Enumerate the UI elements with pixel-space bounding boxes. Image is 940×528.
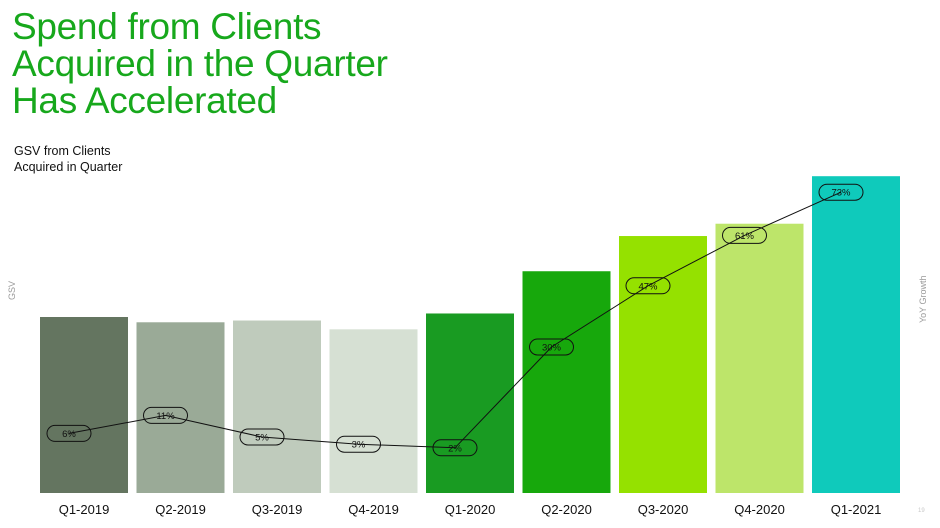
bar-q3-2020	[619, 236, 707, 494]
data-label: 11%	[156, 411, 175, 422]
title-line-2: Acquired in the Quarter	[12, 43, 388, 84]
x-axis-ticks: Q1-2019 Q2-2019 Q3-2019 Q4-2019 Q1-2020 Q2-20…	[59, 502, 882, 517]
bar-q1-2020	[426, 313, 514, 493]
bar-q1-2019	[40, 317, 128, 493]
chart-subtitle: GSV from Clients Acquired in Quarter	[14, 143, 122, 175]
data-label: 2%	[448, 443, 462, 454]
data-label: 5%	[255, 433, 269, 444]
x-tick-q4-2019: Q4-2019	[348, 502, 399, 517]
bar-q4-2020	[715, 223, 804, 493]
x-tick-q2-2019: Q2-2019	[155, 502, 206, 517]
data-label: 61%	[735, 231, 755, 242]
data-label-pill	[529, 338, 574, 356]
subtitle-line-1: GSV from Clients	[14, 144, 111, 158]
data-label-pill	[818, 183, 864, 201]
data-label: 30%	[542, 343, 562, 354]
bar-q4-2019	[329, 329, 418, 493]
page-title: Spend from Clients Acquired in the Quart…	[12, 8, 388, 119]
title-line-3: Has Accelerated	[12, 80, 277, 121]
bar-q3-2019	[233, 320, 321, 493]
data-label-pill	[432, 439, 478, 457]
data-label-pill	[625, 277, 671, 295]
data-label-pill	[336, 435, 381, 453]
title-line-1: Spend from Clients	[12, 6, 322, 47]
x-tick-q3-2020: Q3-2020	[638, 502, 689, 517]
data-label-pill	[143, 406, 188, 424]
yoy-growth-line	[68, 191, 842, 449]
x-tick-q1-2021: Q1-2021	[831, 502, 882, 517]
data-label-pill	[722, 226, 767, 244]
x-tick-q4-2020: Q4-2020	[734, 502, 785, 517]
data-label: 3%	[352, 440, 366, 451]
x-tick-q3-2019: Q3-2019	[252, 502, 303, 517]
data-label-pill	[239, 428, 285, 446]
x-tick-q2-2020: Q2-2020	[541, 502, 592, 517]
bar-q1-2021	[812, 176, 900, 493]
bar-series	[40, 176, 900, 494]
data-label: 73%	[831, 188, 851, 199]
data-label: 47%	[638, 281, 658, 292]
x-tick-q1-2020: Q1-2020	[445, 502, 496, 517]
subtitle-line-2: Acquired in Quarter	[14, 160, 123, 174]
data-label: 6%	[62, 429, 76, 440]
yoy-growth-series: 6% 11% 5% 3% 2% 30% 47% 61% 73%	[46, 183, 864, 457]
page-number: 19	[918, 508, 925, 514]
data-label-pill	[46, 424, 92, 442]
x-tick-q1-2019: Q1-2019	[59, 502, 110, 517]
bar-q2-2020	[522, 271, 611, 493]
